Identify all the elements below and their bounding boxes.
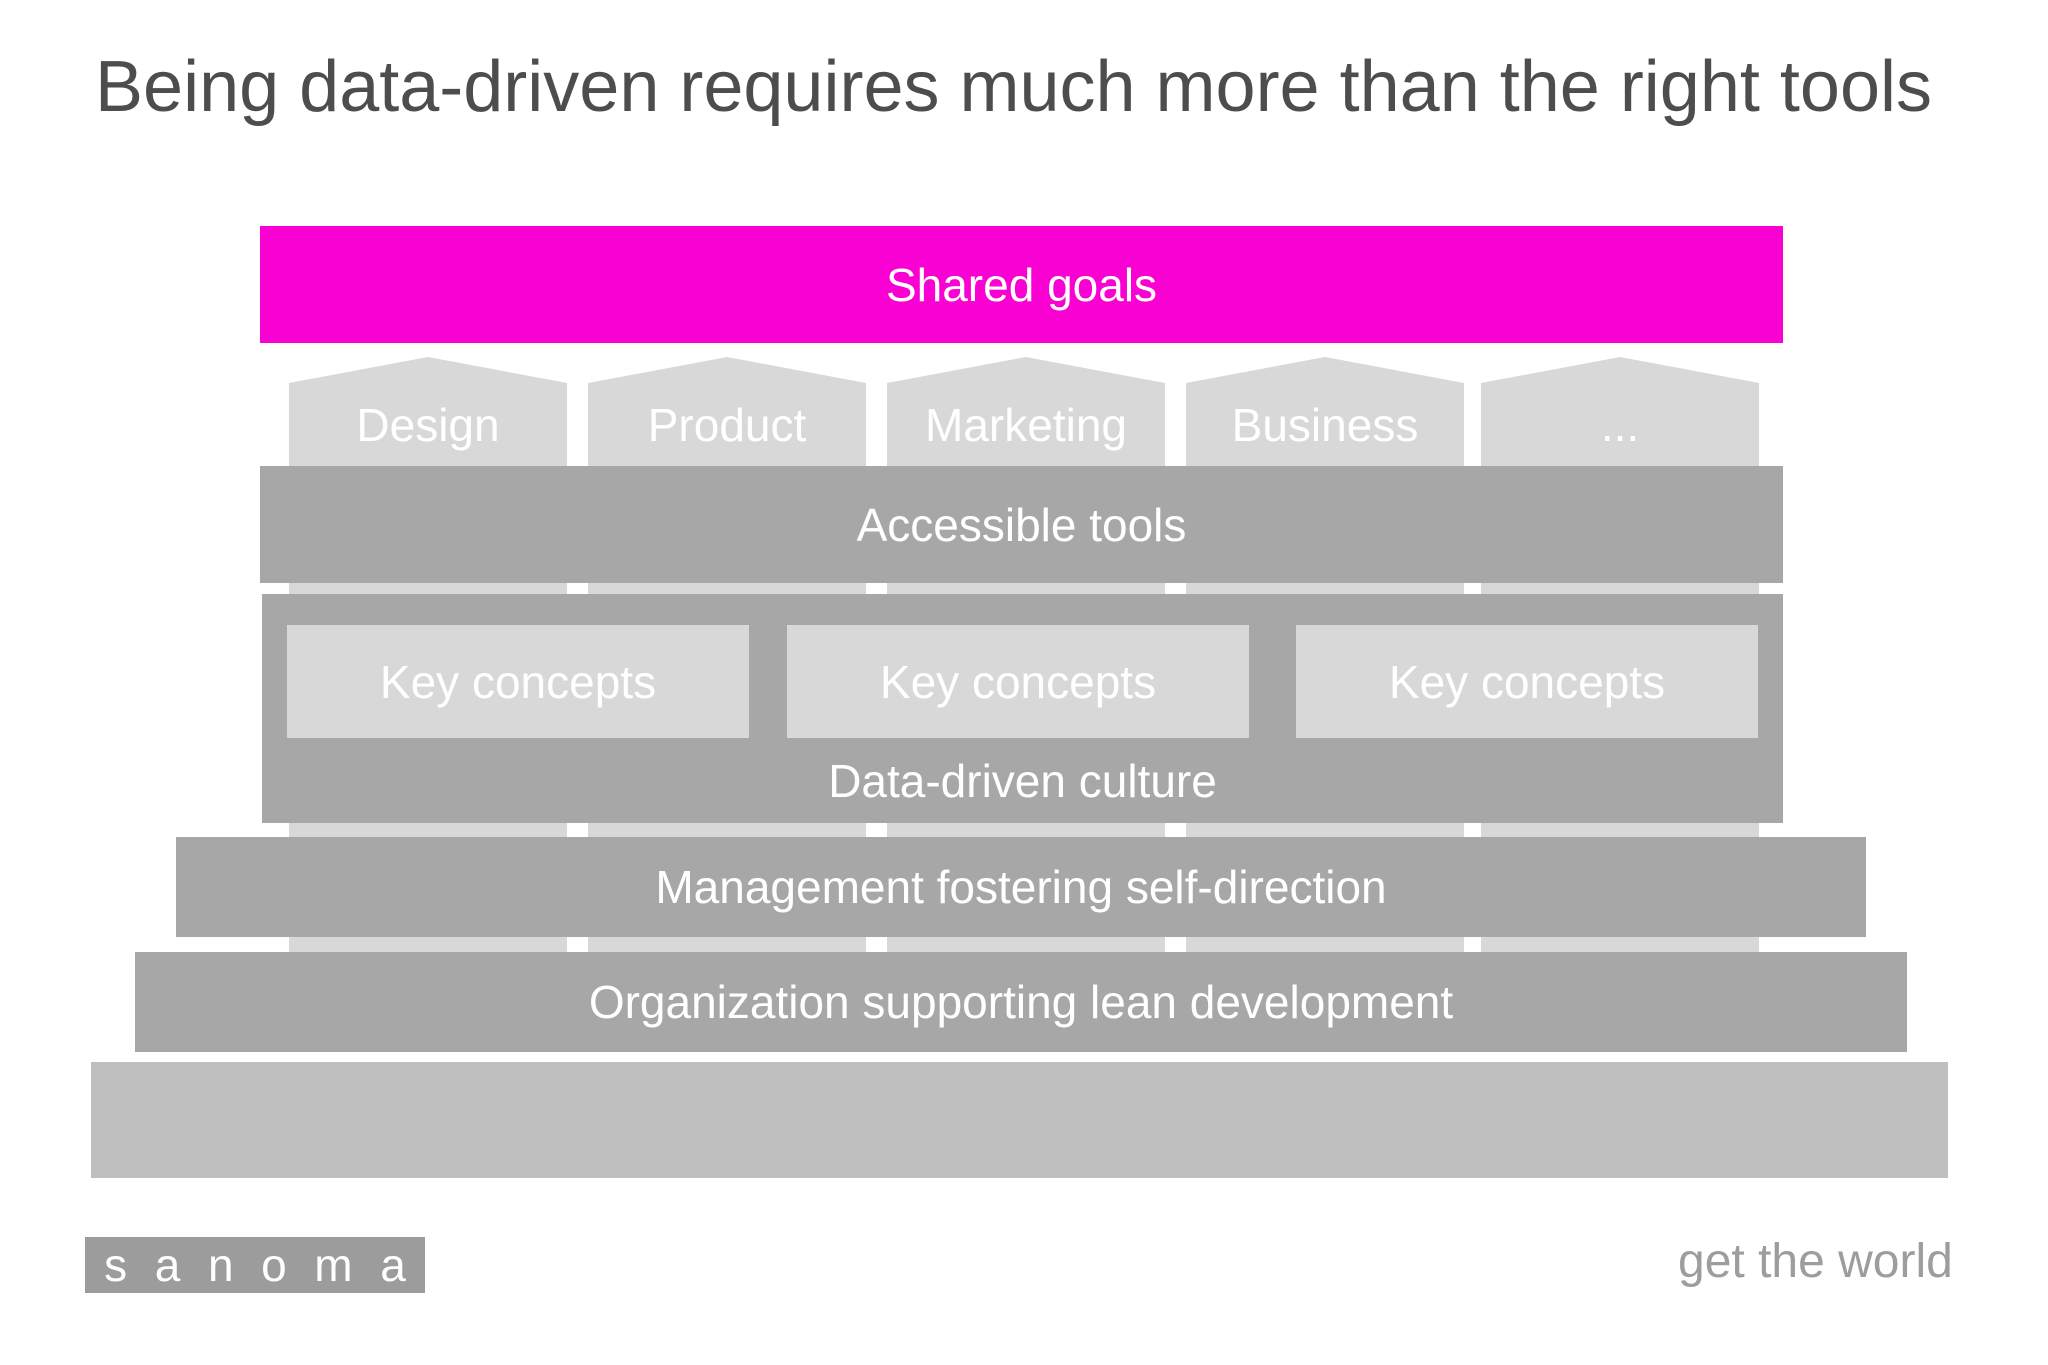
organization-bar: Organization supporting lean development — [135, 952, 1907, 1052]
shared-goals-bar: Shared goals — [260, 226, 1783, 343]
foundation-bar — [91, 1062, 1948, 1178]
pillar-business-label: Business — [1231, 399, 1419, 451]
page-title: Being data-driven requires much more tha… — [95, 47, 1932, 127]
key-concepts-box-2: Key concepts — [787, 625, 1249, 738]
pillar-product-label: Product — [647, 399, 807, 451]
data-driven-culture-section: Key concepts Key concepts Key concepts D… — [262, 594, 1783, 823]
accessible-tools-bar: Accessible tools — [260, 466, 1783, 583]
sanoma-logo-text: sanoma — [104, 1239, 434, 1291]
key-concepts-box-3: Key concepts — [1296, 625, 1758, 738]
pillar-marketing-label: Marketing — [925, 399, 1127, 451]
tagline-text: get the world — [1678, 1235, 1953, 1288]
key-concepts-box-1: Key concepts — [287, 625, 749, 738]
sanoma-logo: sanoma — [85, 1237, 425, 1293]
pillar-more-label: ... — [1600, 399, 1640, 451]
management-bar: Management fostering self-direction — [176, 837, 1866, 937]
pillar-design-label: Design — [356, 399, 500, 451]
data-driven-culture-label: Data-driven culture — [828, 754, 1217, 807]
